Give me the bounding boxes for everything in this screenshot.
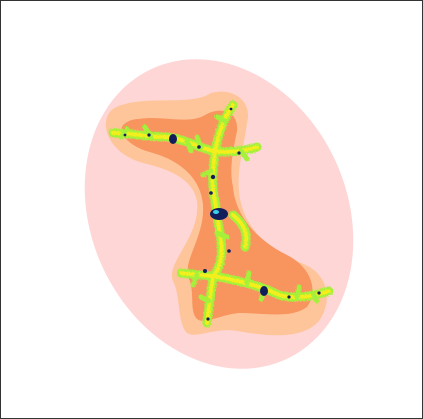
basin-spots	[123, 107, 321, 321]
